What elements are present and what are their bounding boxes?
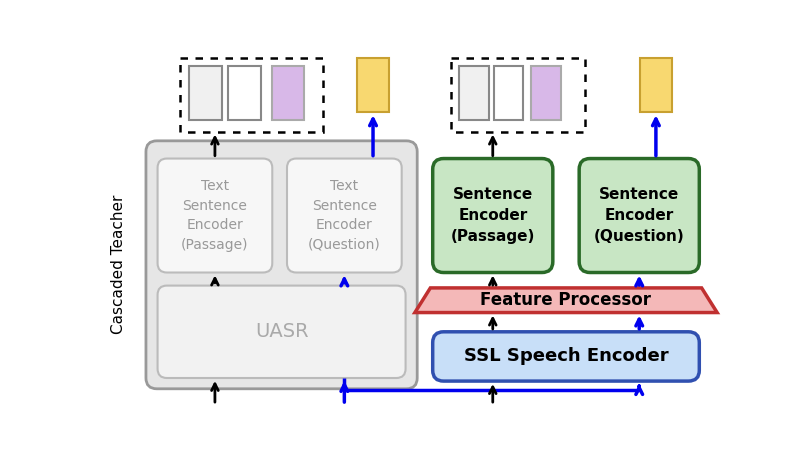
FancyBboxPatch shape [579, 158, 699, 273]
Text: Text
Sentence
Encoder
(Question): Text Sentence Encoder (Question) [308, 179, 381, 252]
Text: UASR: UASR [255, 322, 309, 341]
Bar [189, 66, 222, 120]
Text: Sentence
Encoder
(Passage): Sentence Encoder (Passage) [451, 187, 535, 244]
FancyBboxPatch shape [158, 286, 406, 378]
Bar [531, 66, 561, 120]
Text: SSL Speech Encoder: SSL Speech Encoder [464, 348, 668, 365]
Text: Feature Processor: Feature Processor [481, 291, 651, 309]
Text: Cascaded Teacher: Cascaded Teacher [111, 195, 125, 334]
FancyBboxPatch shape [433, 332, 699, 381]
Bar [640, 58, 672, 112]
Bar [459, 66, 489, 120]
Text: Sentence
Encoder
(Question): Sentence Encoder (Question) [594, 187, 684, 244]
Bar [228, 66, 261, 120]
FancyBboxPatch shape [146, 141, 417, 389]
FancyBboxPatch shape [433, 158, 553, 273]
Bar [180, 58, 323, 131]
Bar [494, 66, 524, 120]
FancyBboxPatch shape [287, 158, 402, 273]
Bar [357, 58, 389, 112]
Text: Text
Sentence
Encoder
(Passage): Text Sentence Encoder (Passage) [181, 179, 249, 252]
Bar [271, 66, 304, 120]
Polygon shape [415, 288, 718, 313]
FancyBboxPatch shape [158, 158, 272, 273]
Bar [452, 58, 585, 131]
